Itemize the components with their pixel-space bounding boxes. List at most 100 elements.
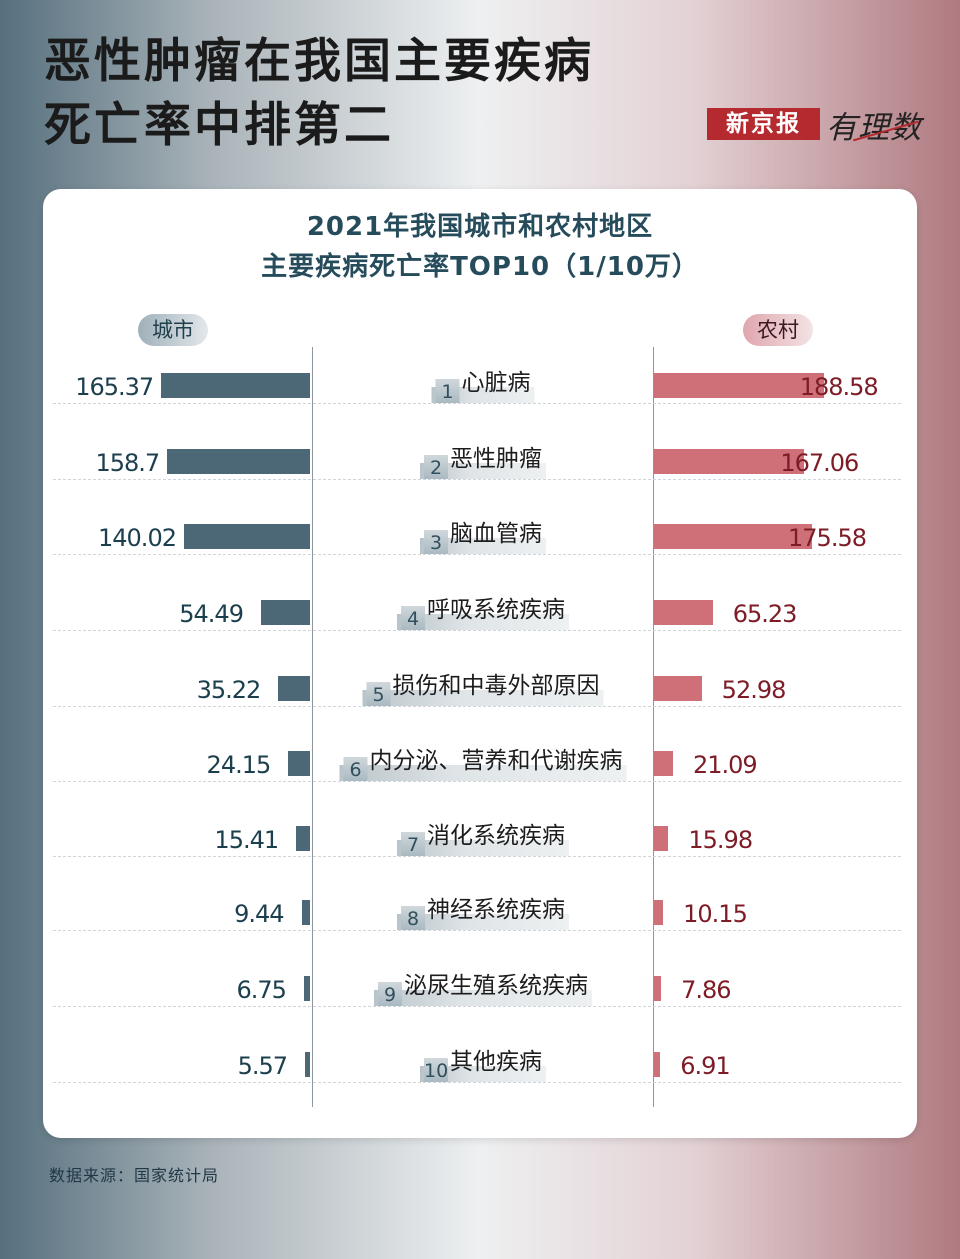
brand-logo-mark: 有理数	[826, 102, 922, 147]
row-divider	[53, 930, 901, 931]
category-name: 恶性肿瘤	[450, 446, 542, 472]
chart-rows: 165.37 188.58 1 心脏病 158.7 167.06 2 恶性肿瘤 140.02 17…	[43, 189, 917, 1138]
category-name: 内分泌、营养和代谢疾病	[369, 748, 623, 774]
bar-rural: 10.15	[654, 900, 748, 927]
bar-rural: 21.09	[654, 751, 758, 778]
chart-title: 2021年我国城市和农村地区 主要疾病死亡率TOP10（1/10万）	[43, 207, 917, 287]
value-label-city: 165.37	[75, 373, 154, 401]
value-label-rural: 52.98	[721, 676, 787, 704]
brand-logo-name: 新京报	[707, 108, 820, 140]
rank-badge: 9	[378, 982, 402, 1006]
chart-row: 140.02 175.58 3 脑血管病	[43, 521, 917, 555]
label-highlight	[374, 990, 592, 1006]
bar-rural: 52.98	[654, 676, 786, 703]
category-name: 损伤和中毒外部原因	[392, 673, 600, 699]
rank-badge: 6	[343, 757, 368, 781]
row-divider	[53, 630, 901, 631]
label-highlight	[397, 840, 569, 856]
value-label-rural: 175.58	[788, 524, 867, 552]
bar-city: 5.57	[238, 1052, 310, 1079]
value-label-rural: 15.98	[688, 826, 753, 854]
row-divider	[53, 706, 901, 707]
bar-city: 15.41	[214, 826, 310, 853]
value-label-city: 54.49	[179, 600, 244, 628]
category-label: 6 内分泌、营养和代谢疾病	[339, 747, 627, 781]
category-name: 心脏病	[461, 370, 531, 396]
category-name: 泌尿生殖系统疾病	[404, 973, 588, 999]
series-label-city: 城市	[138, 314, 208, 346]
value-label-rural: 6.91	[680, 1052, 730, 1080]
category-label: 9 泌尿生殖系统疾病	[374, 972, 592, 1006]
bar-rural: 167.06	[654, 449, 859, 476]
bar-rural: 7.86	[654, 976, 732, 1003]
value-label-city: 6.75	[236, 976, 287, 1004]
category-label: 7 消化系统疾病	[397, 822, 569, 856]
bar-rural: 175.58	[654, 524, 867, 551]
category-label: 10 其他疾病	[420, 1048, 546, 1082]
value-label-city: 158.7	[95, 449, 160, 477]
bar-rural: 188.58	[654, 373, 879, 400]
chart-row: 35.22 52.98 5 损伤和中毒外部原因	[43, 673, 917, 707]
chart-row: 5.57 6.91 10 其他疾病	[43, 1049, 917, 1083]
chart-row: 158.7 167.06 2 恶性肿瘤	[43, 446, 917, 480]
chart-row: 6.75 7.86 9 泌尿生殖系统疾病	[43, 973, 917, 1007]
chart-row: 54.49 65.23 4 呼吸系统疾病	[43, 597, 917, 631]
axis-line-city	[312, 347, 313, 1107]
chart-row: 15.41 15.98 7 消化系统疾病	[43, 823, 917, 857]
bar-city: 24.15	[207, 751, 310, 778]
value-label-city: 35.22	[196, 676, 262, 704]
chart-title-line-2: 主要疾病死亡率TOP10（1/10万）	[261, 252, 699, 282]
value-label-rural: 7.86	[681, 976, 731, 1004]
page-title-line-2: 死亡率中排第二	[44, 98, 394, 153]
category-label: 1 心脏病	[431, 369, 535, 403]
series-label-rural: 农村	[743, 314, 813, 346]
bar-city: 54.49	[179, 600, 310, 627]
value-label-rural: 21.09	[692, 751, 758, 779]
row-divider	[53, 479, 901, 480]
row-divider	[53, 781, 901, 782]
row-divider	[53, 1082, 901, 1083]
bar-city: 165.37	[75, 373, 310, 400]
category-label: 3 脑血管病	[420, 520, 546, 554]
value-label-rural: 65.23	[732, 600, 798, 628]
data-source-note: 数据来源：国家统计局	[49, 1166, 220, 1185]
chart-card: 2021年我国城市和农村地区 主要疾病死亡率TOP10（1/10万） 城市 农村…	[43, 189, 917, 1138]
value-label-city: 9.44	[234, 900, 284, 928]
rank-badge: 3	[424, 530, 448, 554]
rank-badge: 2	[424, 455, 448, 479]
bar-city: 6.75	[237, 976, 310, 1003]
category-name: 其他疾病	[450, 1049, 542, 1075]
value-label-city: 140.02	[98, 524, 177, 552]
rank-badge: 1	[435, 379, 460, 403]
bar-city: 158.7	[95, 449, 310, 476]
chart-row: 9.44 10.15 8 神经系统疾病	[43, 897, 917, 931]
category-name: 呼吸系统疾病	[427, 597, 565, 623]
page-title-line-1: 恶性肿瘤在我国主要疾病	[44, 34, 594, 89]
value-label-rural: 10.15	[683, 900, 748, 928]
page-title: 恶性肿瘤在我国主要疾病 死亡率中排第二	[44, 30, 594, 158]
chart-title-line-1: 2021年我国城市和农村地区	[306, 212, 654, 242]
row-divider	[53, 403, 901, 404]
label-highlight	[339, 765, 627, 781]
category-label: 5 损伤和中毒外部原因	[362, 672, 604, 706]
bar-city: 9.44	[234, 900, 310, 927]
bar-city: 140.02	[98, 524, 310, 551]
axis-line-rural	[653, 347, 654, 1107]
row-divider	[53, 1006, 901, 1007]
chart-row: 24.15 21.09 6 内分泌、营养和代谢疾病	[43, 748, 917, 782]
rank-badge: 7	[401, 832, 425, 856]
bar-rural: 15.98	[654, 826, 753, 853]
label-highlight	[362, 690, 604, 706]
value-label-city: 15.41	[214, 826, 279, 854]
rank-badge: 10	[424, 1058, 449, 1082]
label-highlight	[397, 614, 569, 630]
category-label: 4 呼吸系统疾病	[397, 596, 569, 630]
rank-badge: 8	[401, 906, 425, 930]
label-highlight	[420, 538, 546, 554]
category-name: 神经系统疾病	[427, 897, 565, 923]
chart-row: 165.37 188.58 1 心脏病	[43, 370, 917, 404]
bar-rural: 6.91	[654, 1052, 731, 1079]
category-name: 消化系统疾病	[427, 823, 565, 849]
row-divider	[53, 856, 901, 857]
row-divider	[53, 554, 901, 555]
